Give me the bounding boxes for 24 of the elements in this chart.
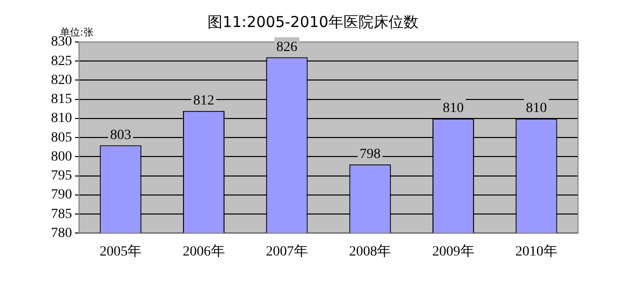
y-tick-label: 825	[51, 54, 72, 69]
y-tick-label: 820	[51, 72, 72, 88]
x-tick-label: 2006年	[182, 243, 225, 260]
data-label: 812	[193, 94, 214, 109]
data-label: 826	[276, 40, 298, 55]
y-tick-label: 805	[51, 130, 72, 146]
y-tick-label: 785	[51, 206, 72, 222]
y-tick-label: 780	[51, 226, 72, 241]
x-tick-label: 2009年	[432, 243, 474, 260]
data-label: 810	[526, 101, 547, 116]
data-label: 810	[442, 101, 464, 116]
x-tick-label: 2008年	[349, 243, 392, 260]
x-tick-label: 2007年	[266, 243, 308, 260]
data-label: 798	[360, 147, 381, 162]
chart-title: 图11:2005-2010年医院床位数	[208, 12, 418, 31]
y-tick-label: 800	[51, 149, 72, 164]
y-tick-label: 790	[51, 188, 72, 203]
y-tick-label: 810	[51, 111, 72, 126]
x-tick-label: 2010年	[515, 243, 558, 260]
y-tick-label: 815	[51, 92, 72, 108]
x-tick-label: 2005年	[100, 243, 142, 260]
y-tick-label: 830	[51, 34, 72, 50]
data-label: 803	[110, 128, 132, 143]
y-tick-label: 795	[51, 168, 72, 184]
